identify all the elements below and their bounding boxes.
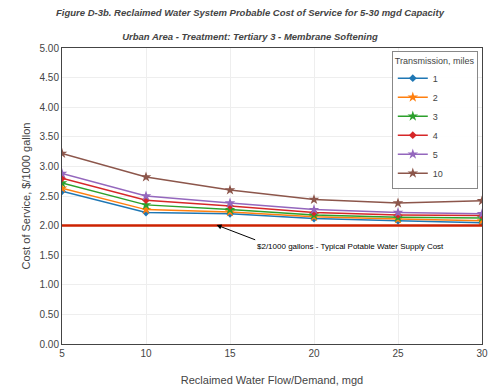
svg-text:4.00: 4.00 [40, 102, 60, 113]
svg-text:2.50: 2.50 [40, 191, 60, 202]
svg-text:$2/1000 gallons - Typical Pota: $2/1000 gallons - Typical Potable Water … [257, 242, 444, 251]
svg-text:5.00: 5.00 [40, 43, 60, 54]
svg-text:2.00: 2.00 [40, 220, 60, 231]
svg-text:Transmission, miles: Transmission, miles [395, 56, 475, 66]
svg-text:Reclaimed Water Flow/Demand, m: Reclaimed Water Flow/Demand, mgd [181, 374, 363, 386]
svg-text:0.50: 0.50 [40, 309, 60, 320]
svg-text:Urban Area - Treatment: Tertia: Urban Area - Treatment: Tertiary 3 - Mem… [122, 31, 378, 42]
svg-text:1: 1 [433, 74, 438, 84]
svg-text:5: 5 [433, 150, 438, 160]
svg-text:15: 15 [224, 348, 236, 359]
svg-text:10: 10 [433, 169, 443, 179]
svg-text:Figure D-3b. Reclaimed Water S: Figure D-3b. Reclaimed Water System Prob… [56, 7, 445, 18]
svg-text:1.50: 1.50 [40, 250, 60, 261]
svg-text:30: 30 [476, 348, 488, 359]
svg-text:0.00: 0.00 [40, 339, 60, 350]
svg-text:20: 20 [308, 348, 320, 359]
svg-text:3.00: 3.00 [40, 161, 60, 172]
svg-text:5: 5 [59, 348, 65, 359]
svg-text:3: 3 [433, 112, 438, 122]
svg-text:4.50: 4.50 [40, 72, 60, 83]
svg-text:25: 25 [392, 348, 404, 359]
svg-text:1.00: 1.00 [40, 279, 60, 290]
svg-text:10: 10 [140, 348, 152, 359]
svg-text:Cost of Service, $/1000 gallon: Cost of Service, $/1000 gallon [20, 123, 32, 270]
svg-text:4: 4 [433, 131, 438, 141]
svg-text:2: 2 [433, 93, 438, 103]
svg-text:3.50: 3.50 [40, 131, 60, 142]
